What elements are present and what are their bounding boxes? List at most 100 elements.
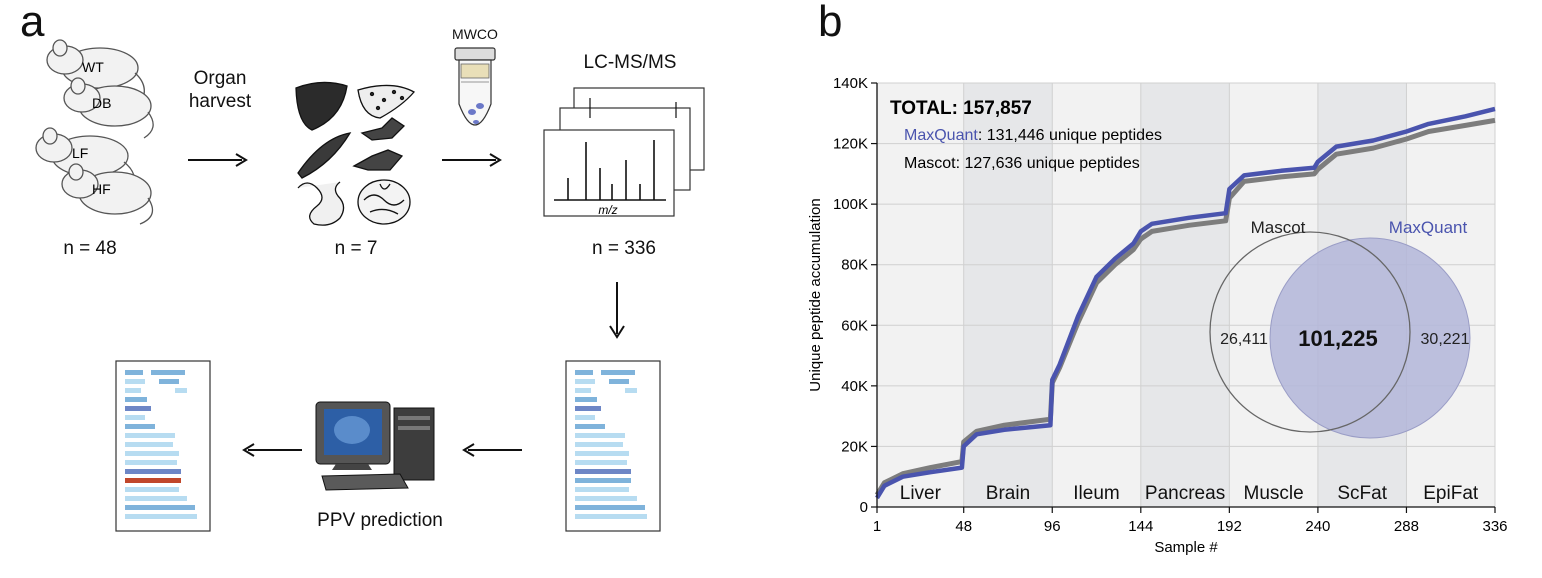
- peptide-bar: [575, 433, 625, 438]
- arrow-right-icon: [442, 153, 502, 167]
- x-tick-label: 288: [1394, 518, 1419, 535]
- y-axis-label: Unique peptide accumulation: [807, 198, 824, 391]
- venn-overlap: 101,225: [1298, 326, 1378, 351]
- venn-diagram: Mascot MaxQuant 26,411 101,225 30,221: [1209, 218, 1471, 439]
- y-tick-label: 140K: [833, 75, 868, 92]
- peptide-bar: [125, 433, 175, 438]
- peptide-bar: [575, 487, 629, 492]
- y-tick-label: 80K: [841, 257, 868, 274]
- peptide-bar: [125, 460, 177, 465]
- panel-letter-b: b: [818, 0, 843, 46]
- y-tick-label: 40K: [841, 378, 868, 395]
- peptide-bar: [125, 451, 179, 456]
- peptide-accumulation-chart: Mascot MaxQuant 26,411 101,225 30,221 0 20K 40…: [807, 75, 1508, 556]
- peptide-bar: [159, 379, 179, 384]
- peptide-list-left: [115, 360, 211, 532]
- mascot-legend: Mascot: 127,636 unique peptides: [904, 155, 1140, 172]
- n-mice-label: n = 48: [63, 238, 117, 259]
- peptide-list-right: [565, 360, 661, 532]
- peptide-bar: [575, 478, 631, 483]
- x-axis-label: Sample #: [1154, 539, 1218, 556]
- peptide-bar: [575, 469, 631, 474]
- peptide-bar: [125, 514, 197, 519]
- peptide-bar: [125, 415, 145, 420]
- peptide-bar: [125, 388, 141, 393]
- maxquant-legend-count: : 131,446 unique peptides: [978, 127, 1162, 144]
- mouse-label-wt: WT: [82, 59, 104, 75]
- organ-label: Ileum: [1073, 483, 1119, 504]
- mouse-wt: [46, 39, 145, 109]
- peptide-bar: [575, 496, 637, 501]
- organ-label: Muscle: [1244, 483, 1304, 504]
- muscle-organ: [297, 132, 352, 179]
- y-tick-label: 20K: [841, 438, 868, 455]
- y-tick-label: 60K: [841, 317, 868, 334]
- venn-mascot-circle: [1209, 231, 1411, 433]
- peptide-bar: [125, 370, 143, 375]
- peptide-bar: [575, 406, 601, 411]
- peptide-bar: [575, 397, 597, 402]
- maxquant-legend: MaxQuant: 131,446 unique peptides: [904, 127, 1162, 144]
- peptide-bar: [601, 370, 635, 375]
- peptide-bar: [575, 379, 595, 384]
- x-tick-label: 192: [1217, 518, 1242, 535]
- arrow-right-icon: [188, 153, 248, 167]
- peptide-bar: [575, 460, 627, 465]
- peptide-bar: [575, 442, 623, 447]
- y-tick-label: 100K: [833, 196, 868, 213]
- organ-band: [963, 83, 1053, 507]
- venn-mascot-only: 26,411: [1220, 331, 1268, 348]
- mwco-label: MWCO: [452, 26, 498, 42]
- mz-label: m/z: [598, 203, 617, 217]
- mwco-tube-icon: [454, 47, 496, 126]
- organ-label: Brain: [986, 483, 1030, 504]
- peptide-bar: [151, 370, 185, 375]
- y-tick-label: 120K: [833, 136, 868, 153]
- liver-organ: [295, 81, 348, 131]
- arrow-left-icon: [242, 443, 302, 457]
- organ-label: Pancreas: [1145, 483, 1225, 504]
- peptide-bar: [175, 388, 187, 393]
- peptide-bar: [625, 388, 637, 393]
- peptide-bar: [125, 424, 155, 429]
- series-line-maxquant: [875, 106, 1496, 500]
- peptide-bar: [575, 424, 605, 429]
- peptide-bar: [125, 496, 187, 501]
- pancreas-organ: [357, 84, 416, 119]
- peptide-bar: [575, 388, 591, 393]
- n-runs-label: n = 336: [592, 238, 656, 259]
- chart-legend: TOTAL: 157,857 MaxQuant: 131,446 unique …: [890, 98, 1162, 172]
- peptide-bar: [125, 505, 195, 510]
- peptide-bar: [125, 469, 181, 474]
- lcms-label: LC-MS/MS: [583, 52, 677, 73]
- peptide-bar: [575, 451, 629, 456]
- organ-band: [1052, 83, 1141, 507]
- computer-icon: [315, 401, 435, 491]
- venn-maxquant-circle: [1269, 237, 1471, 439]
- organ-label: Liver: [900, 483, 942, 504]
- organ-harvest-label: Organ harvest: [170, 68, 270, 114]
- mouse-hf: [61, 163, 154, 225]
- peptide-bar: [125, 406, 151, 411]
- fat-organ-1: [360, 117, 406, 141]
- mice-illustration: WT DB LF HF: [35, 39, 154, 225]
- y-tick-label: 0: [860, 499, 868, 516]
- ileum-organ: [297, 181, 345, 226]
- peptide-bar: [575, 370, 593, 375]
- peptide-bar: [575, 505, 645, 510]
- mouse-label-lf: LF: [72, 145, 88, 161]
- arrow-down-icon: [609, 282, 625, 339]
- peptide-bar: [125, 487, 179, 492]
- mouse-label-db: DB: [92, 95, 111, 111]
- ppv-label: PPV prediction: [317, 510, 443, 531]
- peptide-bar: [609, 379, 629, 384]
- n-organs-label: n = 7: [334, 238, 378, 259]
- peptide-bar: [125, 397, 147, 402]
- organs-illustration: [295, 81, 416, 226]
- x-tick-label: 144: [1128, 518, 1153, 535]
- x-tick-label: 240: [1305, 518, 1330, 535]
- organ-band: [1140, 83, 1230, 507]
- maxquant-legend-name: MaxQuant: [904, 127, 978, 144]
- x-tick-label: 48: [955, 518, 972, 535]
- organ-harvest-line2: harvest: [188, 90, 252, 112]
